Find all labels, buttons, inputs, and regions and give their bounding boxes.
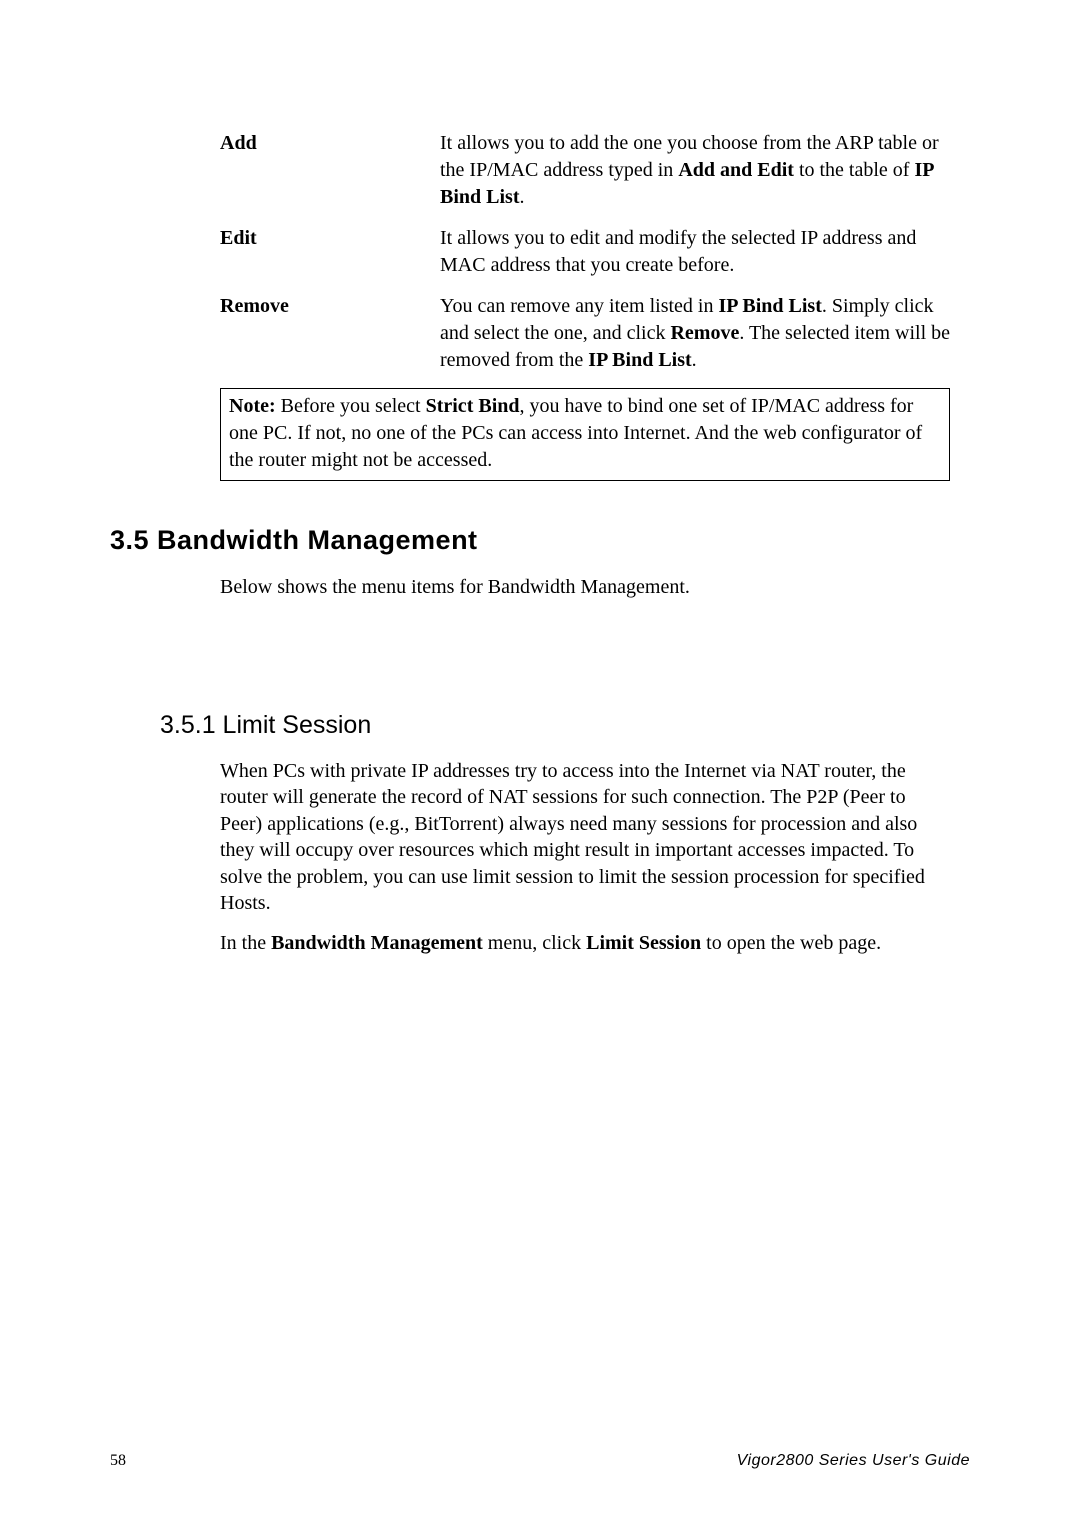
page: Add It allows you to add the one you cho… bbox=[0, 0, 1080, 1528]
intro-3-5: Below shows the menu items for Bandwidth… bbox=[220, 574, 970, 601]
defn-edit: Edit It allows you to edit and modify th… bbox=[220, 225, 950, 279]
para-3-5-1-b: In the Bandwidth Management menu, click … bbox=[220, 930, 950, 956]
definition-list: Add It allows you to add the one you cho… bbox=[220, 130, 950, 481]
defn-edit-term: Edit bbox=[220, 225, 440, 279]
heading-3-5: 3.5 Bandwidth Management bbox=[110, 525, 970, 556]
footer: 58 Vigor2800 Series User's Guide bbox=[110, 1452, 970, 1470]
note-box: Note: Before you select Strict Bind, you… bbox=[220, 388, 950, 481]
defn-remove-desc: You can remove any item listed in IP Bin… bbox=[440, 293, 950, 374]
page-number: 58 bbox=[110, 1452, 126, 1470]
defn-add: Add It allows you to add the one you cho… bbox=[220, 130, 950, 211]
defn-edit-desc: It allows you to edit and modify the sel… bbox=[440, 225, 950, 279]
para-3-5-1-a: When PCs with private IP addresses try t… bbox=[220, 758, 950, 916]
defn-remove-term: Remove bbox=[220, 293, 440, 374]
defn-add-desc: It allows you to add the one you choose … bbox=[440, 130, 950, 211]
footer-title: Vigor2800 Series User's Guide bbox=[737, 1452, 970, 1470]
heading-3-5-1: 3.5.1 Limit Session bbox=[160, 711, 970, 740]
defn-remove: Remove You can remove any item listed in… bbox=[220, 293, 950, 374]
defn-add-term: Add bbox=[220, 130, 440, 211]
